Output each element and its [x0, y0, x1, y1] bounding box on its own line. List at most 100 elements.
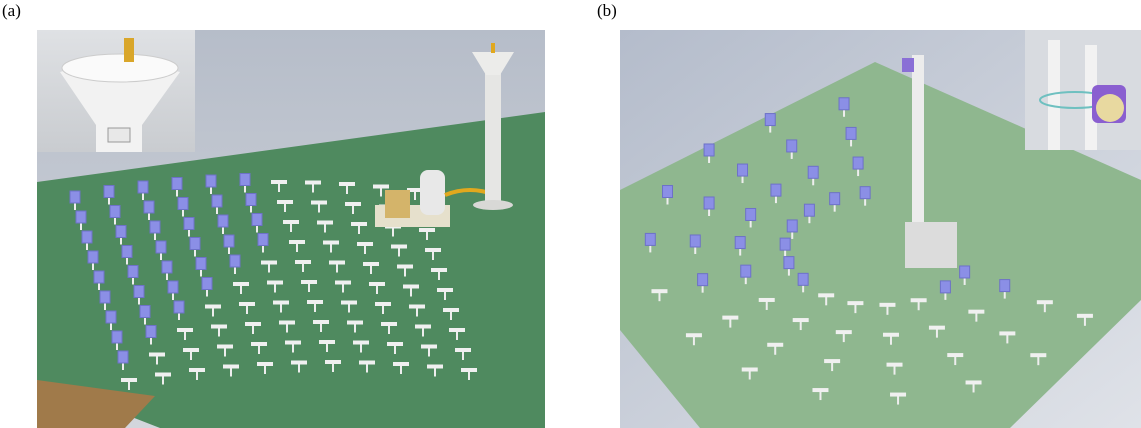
heliostat-mirror	[421, 345, 437, 349]
heliostat-mirror	[156, 241, 166, 253]
heliostat-mirror	[174, 301, 184, 313]
heliostat-mirror	[427, 365, 443, 369]
heliostat-mirror	[461, 368, 477, 372]
heliostat-mirror	[759, 298, 775, 302]
heliostat-mirror	[353, 341, 369, 345]
panel-b	[620, 30, 1141, 428]
tower-base	[905, 222, 957, 268]
heliostat-mirror	[76, 211, 86, 223]
heliostat-mirror	[449, 328, 465, 332]
heliostat-mirror	[140, 306, 150, 318]
heliostat-mirror	[245, 322, 261, 326]
inset-receiver	[124, 38, 134, 62]
heliostat-mirror	[804, 204, 814, 216]
heliostat-mirror	[929, 326, 945, 330]
heliostat-mirror	[305, 181, 321, 185]
heliostat-mirror	[798, 273, 808, 285]
heliostat-mirror	[261, 261, 277, 265]
heliostat-mirror	[218, 215, 228, 227]
tower-base	[473, 200, 513, 210]
heliostat-mirror	[325, 360, 341, 364]
heliostat-mirror	[134, 286, 144, 298]
heliostat-mirror	[836, 330, 852, 334]
heliostat-mirror	[121, 378, 137, 382]
heliostat-mirror	[347, 321, 363, 325]
heliostat-mirror	[369, 282, 385, 286]
heliostat-mirror	[741, 265, 751, 277]
heliostat-mirror	[375, 302, 391, 306]
heliostat-mirror	[387, 342, 403, 346]
heliostat-mirror	[824, 359, 840, 363]
heliostat-mirror	[116, 226, 126, 238]
tower	[485, 70, 501, 208]
heliostat-mirror	[307, 300, 323, 304]
heliostat-mirror	[283, 220, 299, 224]
heliostat-mirror	[1037, 300, 1053, 304]
heliostat-mirror	[138, 181, 148, 193]
heliostat-mirror	[211, 325, 227, 329]
heliostat-mirror	[104, 186, 114, 198]
heliostat-mirror	[144, 201, 154, 213]
heliostat-mirror	[223, 365, 239, 369]
heliostat-mirror	[853, 157, 863, 169]
heliostat-mirror	[690, 235, 700, 247]
heliostat-mirror	[252, 214, 262, 226]
heliostat-mirror	[233, 282, 249, 286]
heliostat-mirror	[285, 341, 301, 345]
heliostat-mirror	[240, 174, 250, 186]
heliostat-mirror	[742, 367, 758, 371]
heliostat-mirror	[947, 353, 963, 357]
heliostat-mirror	[722, 316, 738, 320]
heliostat-mirror	[968, 310, 984, 314]
heliostat-mirror	[345, 202, 361, 206]
page: (a) (b) (() => { const data = J	[0, 0, 1141, 428]
heliostat-mirror	[663, 186, 673, 198]
heliostat-mirror	[341, 301, 357, 305]
heliostat-mirror	[391, 245, 407, 249]
heliostat-mirror	[698, 274, 708, 286]
heliostat-mirror	[443, 308, 459, 312]
heliostat-mirror	[112, 331, 122, 343]
heliostat-mirror	[162, 261, 172, 273]
heliostat-mirror	[397, 265, 413, 269]
tower	[912, 55, 924, 227]
heliostat-mirror	[82, 231, 92, 243]
heliostat-mirror	[230, 255, 240, 267]
tower-receiver	[902, 58, 914, 72]
heliostat-mirror	[887, 363, 903, 367]
heliostat-mirror	[455, 348, 471, 352]
heliostat-mirror	[291, 361, 307, 365]
heliostat-mirror	[409, 305, 425, 309]
heliostat-mirror	[212, 195, 222, 207]
heliostat-mirror	[771, 184, 781, 196]
heliostat-mirror	[313, 320, 329, 324]
heliostat-mirror	[704, 144, 714, 156]
heliostat-mirror	[206, 175, 216, 187]
heliostat-mirror	[437, 288, 453, 292]
heliostat-mirror	[177, 328, 193, 332]
heliostat-mirror	[940, 281, 950, 293]
heliostat-mirror	[128, 266, 138, 278]
heliostat-mirror	[295, 260, 311, 264]
inset-aperture	[1096, 94, 1124, 122]
heliostat-mirror	[808, 166, 818, 178]
heliostat-mirror	[686, 333, 702, 337]
heliostat-mirror	[787, 220, 797, 232]
tower-tip	[491, 43, 495, 53]
inset-rim	[62, 54, 178, 82]
panel-label: (a)	[2, 1, 21, 20]
panel-label: (b)	[597, 1, 617, 20]
panel-a	[37, 30, 545, 428]
heliostat-mirror	[860, 187, 870, 199]
heliostat-mirror	[381, 322, 397, 326]
inset-door	[108, 128, 130, 142]
receiver-unit	[385, 190, 410, 218]
heliostat-mirror	[363, 262, 379, 266]
heliostat-mirror	[357, 242, 373, 246]
heliostat-mirror	[217, 345, 233, 349]
heliostat-mirror	[178, 198, 188, 210]
heliostat-mirror	[351, 222, 367, 226]
heliostat-mirror	[780, 238, 790, 250]
heliostat-mirror	[431, 268, 447, 272]
heliostat-mirror	[317, 221, 333, 225]
